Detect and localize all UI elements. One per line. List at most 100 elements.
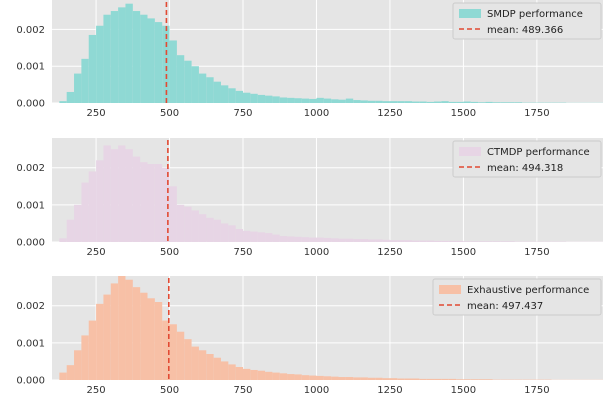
histogram-bar	[272, 96, 280, 103]
y-tick-label: 0.000	[16, 99, 45, 110]
histogram-bar	[456, 101, 464, 103]
histogram-bar	[272, 234, 280, 242]
histogram-bar	[265, 95, 273, 103]
x-tick-label: 250	[87, 247, 106, 258]
legend-series-label: CTMDP performance	[487, 147, 590, 158]
histogram-bar	[110, 283, 119, 380]
histogram-bar	[456, 379, 464, 380]
histogram-bar	[441, 101, 449, 103]
histogram-bar	[331, 99, 339, 103]
histogram-bar	[448, 240, 457, 242]
x-tick-label: 1000	[304, 108, 329, 119]
x-tick-label: 250	[87, 385, 106, 396]
histogram-bar	[389, 378, 398, 380]
histogram-bar	[507, 241, 515, 242]
histogram-bar	[88, 34, 97, 104]
x-tick-label: 500	[160, 108, 179, 119]
histogram-bar	[154, 22, 163, 104]
histogram-bar	[250, 231, 258, 242]
histogram-bar	[228, 225, 236, 242]
histogram-bar	[434, 101, 442, 103]
histogram-bar	[250, 93, 258, 103]
histogram-bar	[287, 374, 295, 380]
histogram-bar	[206, 217, 214, 242]
y-tick-label: 0.002	[16, 301, 45, 312]
histogram-bar	[397, 101, 405, 103]
histogram-bar	[213, 81, 221, 103]
histogram-bar	[184, 60, 192, 103]
histogram-panel-1: 250 500 750 1000 1250 1500 1750 0.000 0.001 0.002…	[16, 0, 603, 119]
histogram-bar	[228, 88, 236, 103]
histogram-bar	[478, 102, 486, 103]
histogram-bar	[294, 374, 302, 380]
x-tick-label: 1500	[451, 108, 476, 119]
histogram-bar	[74, 204, 82, 242]
histogram-bar	[220, 223, 229, 242]
x-tick-label: 1000	[304, 385, 329, 396]
legend-box	[432, 278, 602, 316]
histogram-bar	[191, 346, 199, 380]
histogram-bar	[441, 378, 449, 380]
legend-mean-label: mean: 489.366	[487, 25, 563, 36]
histogram-bar	[206, 354, 214, 380]
histogram-bar	[220, 85, 229, 103]
histogram-bar	[59, 238, 67, 242]
x-tick-label: 1500	[451, 247, 476, 258]
x-tick-label: 500	[160, 247, 179, 258]
histogram-bar	[59, 101, 67, 103]
histogram-bar	[198, 350, 207, 380]
histogram-bar	[345, 98, 354, 103]
histogram-bar	[345, 377, 354, 380]
histogram-bar	[419, 378, 427, 380]
histogram-bar	[250, 369, 258, 380]
histogram-bar	[81, 58, 89, 103]
histogram-bar	[411, 378, 420, 380]
histogram-bar	[441, 240, 449, 242]
histogram-bar	[140, 292, 148, 380]
histogram-bar	[367, 239, 376, 242]
x-tick-label: 750	[233, 108, 252, 119]
histogram-bar	[169, 186, 177, 242]
histogram-bar	[257, 232, 266, 242]
histogram-bar	[500, 102, 508, 103]
histogram-bar	[389, 240, 398, 242]
histogram-bar	[162, 320, 170, 380]
histogram-bar	[132, 156, 141, 242]
histogram-bar	[397, 240, 405, 242]
histogram-bar	[272, 372, 280, 380]
histogram-bar	[338, 377, 346, 380]
histogram-bar	[500, 241, 508, 242]
histogram-bar	[375, 239, 383, 242]
histogram-bar	[470, 101, 479, 103]
histogram-bar	[147, 18, 155, 104]
x-tick-label: 1750	[524, 108, 549, 119]
histogram-bar	[316, 97, 324, 103]
histogram-bar	[162, 167, 170, 242]
histogram-bar	[81, 182, 89, 242]
histogram-bar	[257, 370, 266, 380]
histogram-bar	[235, 90, 244, 103]
histogram-bar	[74, 350, 82, 380]
histogram-bar	[434, 240, 442, 242]
legend-series-label: SMDP performance	[487, 9, 583, 20]
histogram-bar	[184, 339, 192, 380]
histogram-bar	[88, 320, 97, 380]
x-tick-label: 1500	[451, 385, 476, 396]
x-tick-label: 1250	[377, 247, 402, 258]
x-tick-label: 500	[160, 385, 179, 396]
histogram-bar	[287, 97, 295, 103]
histogram-bar	[279, 373, 288, 380]
histogram-bar	[375, 377, 383, 380]
histogram-bar	[243, 230, 251, 242]
x-tick-label: 750	[233, 247, 252, 258]
histogram-bar	[478, 241, 486, 242]
histogram-bar	[397, 378, 405, 380]
histogram-bar	[96, 303, 104, 380]
y-tick-label: 0.001	[16, 338, 45, 349]
histogram-bar	[367, 377, 376, 380]
histogram-bar	[419, 240, 427, 242]
histogram-bar	[411, 240, 420, 242]
histogram-bar	[103, 145, 111, 242]
histogram-bar	[426, 101, 435, 103]
